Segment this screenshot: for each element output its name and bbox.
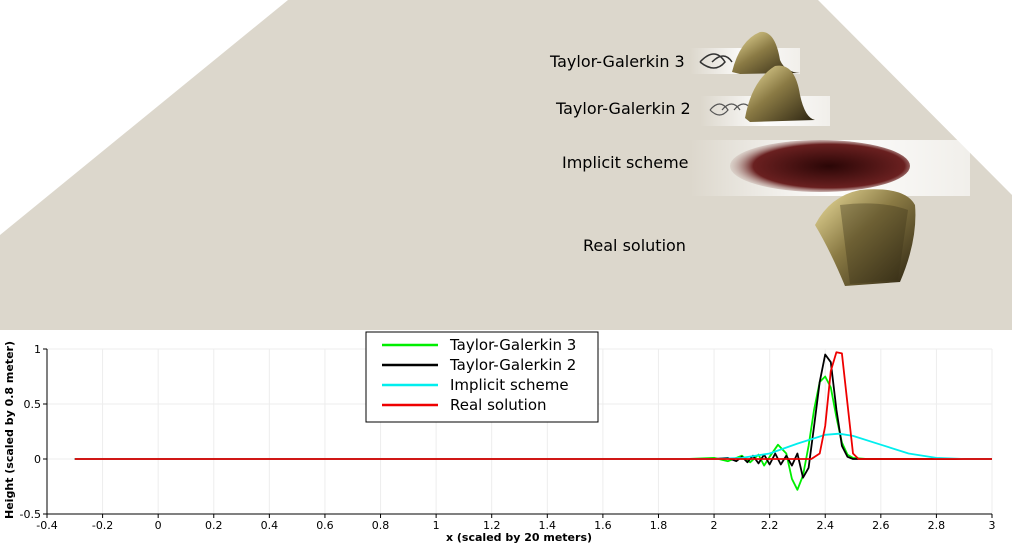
ticks: -0.4 -0.2 0 0.2 0.4 0.6 0.8 1 1.2 1.4 1.6 1.8 2 2.2 2.… [20, 343, 996, 532]
y-tick-label: 0 [34, 453, 41, 466]
x-tick-label: 0.6 [316, 519, 334, 532]
x-tick-label: 1.6 [594, 519, 612, 532]
legend-label-3: Implicit scheme [450, 376, 569, 394]
x-tick-label: 2.8 [928, 519, 946, 532]
y-axis-title: Height (scaled by 0.8 meter) [3, 341, 16, 519]
legend-label-1: Taylor-Galerkin 3 [449, 336, 576, 354]
y-tick-label: 0.5 [24, 398, 42, 411]
wave-tg3 [732, 31, 800, 74]
x-tick-label: 0 [155, 519, 162, 532]
legend-label-2: Taylor-Galerkin 2 [449, 356, 576, 374]
x-tick-label: 0.2 [205, 519, 223, 532]
wave-real [815, 189, 916, 286]
x-tick-label: 0.8 [372, 519, 390, 532]
x-tick-label: 1.4 [539, 519, 557, 532]
y-tick-label: -0.5 [20, 508, 41, 521]
x-tick-label: 1 [433, 519, 440, 532]
x-axis-title: x (scaled by 20 meters) [446, 531, 592, 544]
scene-label-tg2: Taylor-Galerkin 2 [556, 99, 691, 118]
series-line-4 [74, 351, 992, 460]
legend: Taylor-Galerkin 3 Taylor-Galerkin 2 Implic… [365, 331, 599, 423]
x-tick-label: 2 [711, 519, 718, 532]
series-line-3 [74, 432, 992, 460]
height-chart: -0.4 -0.2 0 0.2 0.4 0.6 0.8 1 1.2 1.4 1.6 1.8 2 2.2 2.… [0, 330, 1012, 548]
scene-label-real: Real solution [583, 236, 686, 255]
x-tick-label: 0.4 [261, 519, 279, 532]
x-tick-label: 1.2 [483, 519, 501, 532]
surface-render-svg [0, 0, 1012, 330]
x-tick-label: 3 [989, 519, 996, 532]
height-chart-svg: -0.4 -0.2 0 0.2 0.4 0.6 0.8 1 1.2 1.4 1.6 1.8 2 2.2 2.… [3, 331, 996, 544]
wave-real-shade [840, 203, 908, 284]
scene-label-implicit: Implicit scheme [562, 153, 689, 172]
x-tick-label: 2.6 [872, 519, 890, 532]
scene-label-tg3: Taylor-Galerkin 3 [550, 52, 685, 71]
x-tick-label: 2.2 [761, 519, 779, 532]
axes [46, 349, 992, 515]
legend-label-4: Real solution [450, 396, 547, 414]
surface-render: Taylor-Galerkin 3 Taylor-Galerkin 2 Impl… [0, 0, 1012, 330]
x-tick-label: 2.4 [816, 519, 834, 532]
wave-tg2 [745, 65, 815, 122]
ripples-tg3 [699, 53, 733, 69]
x-tick-label: -0.4 [36, 519, 57, 532]
wave-implicit [730, 140, 910, 192]
x-tick-label: -0.2 [92, 519, 113, 532]
legend-box [365, 331, 599, 423]
series-group [74, 351, 992, 491]
x-tick-label: 1.8 [650, 519, 668, 532]
y-tick-label: 1 [34, 343, 41, 356]
